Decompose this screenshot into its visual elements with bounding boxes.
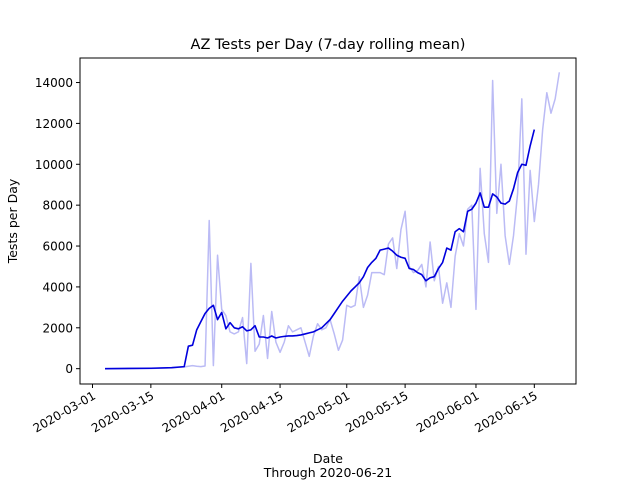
x-axis-label: Date (313, 451, 343, 466)
series-line-1 (105, 72, 561, 370)
y-axis: 0 2000 4000 6000 8000 10000 12000 14000 (35, 76, 80, 376)
y-tick-label: 6000 (42, 240, 73, 254)
plot-frame (79, 57, 577, 385)
y-tick-label: 2000 (42, 321, 73, 335)
chart-title: AZ Tests per Day (7-day rolling mean) (191, 37, 466, 53)
y-tick-label: 12000 (35, 117, 73, 131)
y-tick-label: 8000 (42, 199, 73, 213)
y-tick-label: 0 (65, 362, 73, 376)
series-layer (105, 72, 561, 370)
y-axis-label: Tests per Day (5, 178, 20, 264)
y-tick-label: 14000 (35, 76, 73, 90)
x-axis-sublabel: Through 2020-06-21 (263, 465, 392, 480)
y-tick-label: 10000 (35, 158, 73, 172)
series-line-2 (105, 129, 536, 370)
y-tick-label: 4000 (42, 280, 73, 294)
